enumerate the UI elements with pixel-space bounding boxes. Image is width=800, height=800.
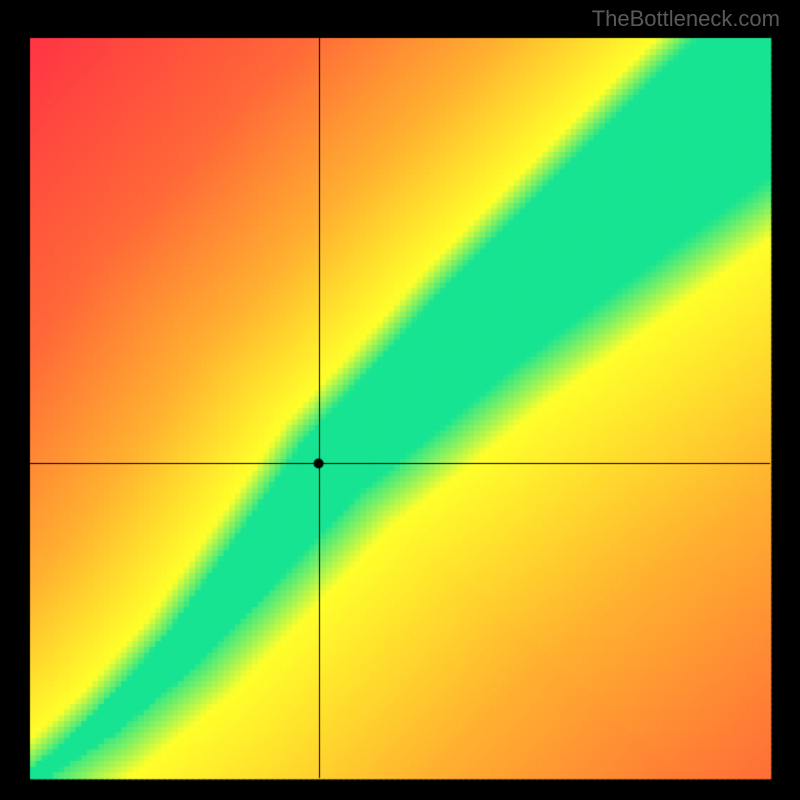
- watermark-text: TheBottleneck.com: [592, 6, 780, 32]
- bottleneck-heatmap: [0, 0, 800, 800]
- chart-container: TheBottleneck.com: [0, 0, 800, 800]
